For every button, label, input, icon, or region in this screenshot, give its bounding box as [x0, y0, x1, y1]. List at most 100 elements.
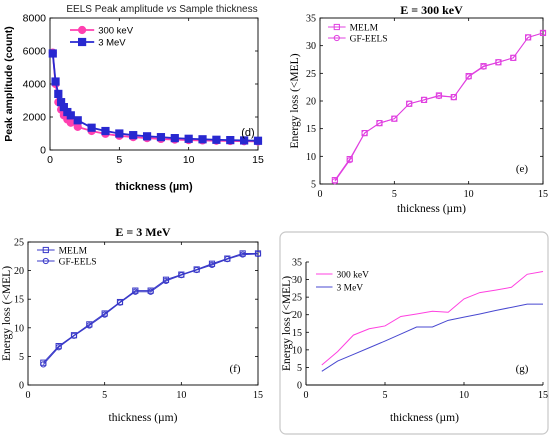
- data-point: [198, 135, 207, 144]
- x-tick-label: 0: [318, 189, 323, 200]
- chart-title-part: Sample thickness: [176, 4, 257, 15]
- x-tick-label: 15: [538, 390, 548, 401]
- data-point: [170, 134, 179, 143]
- data-point: [510, 54, 517, 61]
- x-tick-label: 10: [183, 154, 195, 166]
- series-3-mev: [48, 49, 263, 145]
- series-line: [51, 53, 259, 142]
- legend-entry: 300 keV: [337, 271, 370, 281]
- data-point: [331, 178, 338, 185]
- x-tick-label: 15: [253, 390, 263, 401]
- data-point: [132, 288, 139, 295]
- data-point: [70, 332, 78, 339]
- y-tick-label: 4000: [23, 79, 47, 91]
- y-tick-label: 5: [297, 363, 302, 374]
- data-point: [226, 136, 235, 145]
- data-point: [391, 115, 398, 122]
- data-point: [465, 73, 472, 80]
- data-point: [147, 288, 154, 295]
- y-tick-label: 25: [14, 238, 24, 249]
- data-point: [54, 89, 63, 99]
- legend-marker: [333, 23, 340, 31]
- x-tick-label: 5: [392, 189, 397, 200]
- legend-entry: GF-EELS: [350, 35, 388, 45]
- plot-frame: [27, 241, 259, 386]
- series-line: [42, 253, 259, 365]
- y-tick-label: 5: [311, 180, 316, 191]
- data-point: [193, 266, 200, 274]
- x-tick-label: 15: [538, 189, 548, 200]
- data-point: [86, 322, 93, 329]
- y-tick-label: 35: [306, 14, 316, 25]
- data-point: [406, 100, 413, 107]
- y-tick-label: 15: [306, 124, 316, 135]
- chart-title: EELS Peak amplitude vs Sample thickness: [66, 4, 257, 15]
- y-tick-label: 10: [14, 323, 24, 334]
- y-tick-label: 0: [19, 381, 24, 392]
- x-axis-label: thickness (µm): [115, 181, 193, 193]
- y-axis-label: Energy loss (<MEL): [281, 276, 293, 371]
- x-tick-label: 0: [304, 390, 309, 401]
- data-point: [156, 133, 166, 142]
- chart-title-part: EELS Peak amplitude: [66, 4, 166, 15]
- data-point: [40, 359, 47, 366]
- y-tick-label: 6000: [23, 46, 47, 58]
- y-tick-label: 20: [292, 310, 302, 321]
- y-tick-label: 10: [306, 152, 316, 163]
- series-line: [321, 270, 544, 366]
- legend-entry: 3 MeV: [98, 38, 126, 49]
- series-line: [51, 52, 259, 143]
- legend-entry: 300 keV: [98, 26, 134, 37]
- y-tick-label: 30: [292, 275, 302, 286]
- data-point: [40, 361, 47, 368]
- chart-title: E = 300 keV: [400, 3, 463, 17]
- x-tick-label: 10: [464, 189, 474, 200]
- data-point: [73, 116, 82, 125]
- data-point: [115, 129, 124, 138]
- series-300-kev: [321, 270, 544, 366]
- y-tick-label: 30: [306, 41, 316, 52]
- y-tick-label: 0: [40, 145, 46, 157]
- y-tick-label: 25: [292, 293, 302, 304]
- data-point: [254, 250, 262, 258]
- chart-title-part: vs: [166, 4, 176, 15]
- data-point: [435, 92, 443, 100]
- x-axis-label: thickness (µm): [397, 203, 466, 215]
- y-tick-label: 5: [19, 352, 24, 363]
- data-point: [142, 132, 152, 141]
- legend-entry: MELM: [350, 24, 379, 34]
- data-point: [525, 34, 532, 41]
- chart-title: E = 3 MeV: [115, 225, 170, 239]
- plot-frame: [49, 17, 259, 151]
- data-point: [346, 157, 353, 164]
- series-line: [334, 32, 544, 182]
- legend-marker: [78, 37, 87, 47]
- data-point: [539, 29, 547, 37]
- x-tick-label: 0: [47, 154, 53, 166]
- y-tick-label: 35: [292, 258, 302, 269]
- data-point: [212, 135, 221, 144]
- panel-label: (d): [241, 127, 254, 139]
- legend-entry: MELM: [59, 247, 88, 257]
- y-tick-label: 0: [297, 381, 302, 392]
- legend-marker: [78, 25, 87, 35]
- x-tick-label: 0: [26, 390, 31, 401]
- x-axis-label: thickness (µm): [390, 412, 459, 424]
- chart-panel-g: 0 5 10 15 0 5 10 15 20 25 30 35 thickness (µm) Energy…: [281, 258, 548, 425]
- y-axis-label: Energy loss (<MEL): [289, 53, 301, 148]
- x-tick-label: 10: [459, 390, 469, 401]
- data-point: [48, 49, 57, 58]
- legend-marker: [333, 34, 340, 42]
- series-melm: [331, 29, 547, 184]
- panel-label: (f): [230, 363, 241, 375]
- data-point: [420, 96, 428, 103]
- x-tick-label: 5: [383, 390, 388, 401]
- y-tick-label: 15: [292, 328, 302, 339]
- y-tick-label: 25: [306, 69, 316, 80]
- data-point: [129, 131, 138, 140]
